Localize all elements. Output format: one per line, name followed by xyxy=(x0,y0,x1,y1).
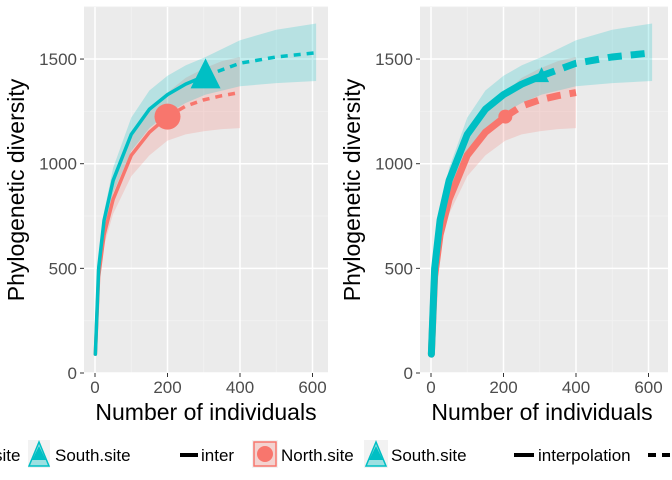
legend-item-extrapolation-cropped: - xyxy=(648,446,672,465)
y-tick-label: 500 xyxy=(385,259,413,278)
x-tick-label: 600 xyxy=(634,378,662,397)
axes: 0 200 400 600 0 500 1000 1500 xyxy=(375,50,663,397)
data-layer xyxy=(427,23,653,358)
observed-point-north-site xyxy=(154,103,181,130)
triangle-marker-icon xyxy=(32,446,46,460)
legend-label-clip: inter xyxy=(201,446,234,465)
y-tick-label: 500 xyxy=(49,259,77,278)
data-layer xyxy=(93,23,317,356)
grid xyxy=(84,6,328,374)
series-line-extrapolation-north-site xyxy=(166,90,241,119)
x-axis-title: Number of individuals xyxy=(95,399,316,425)
legend-item-south-site: South.site xyxy=(364,440,467,468)
circle-marker-icon xyxy=(257,446,273,462)
y-tick-label: 0 xyxy=(404,364,413,383)
y-tick-label: 1500 xyxy=(375,50,413,69)
series-line-extrapolation-north-site xyxy=(503,89,577,120)
x-tick-label: 200 xyxy=(153,378,181,397)
legend-item-interpolation: interpolation xyxy=(514,446,631,465)
series-line-interpolation-south-site xyxy=(427,72,546,358)
x-tick-label: 200 xyxy=(489,378,517,397)
legend-item-north-site: North.site xyxy=(252,440,354,468)
legend: site South.site inter North.site South.s… xyxy=(0,440,672,468)
y-tick-label: 1500 xyxy=(39,50,77,69)
axes: 0 200 400 600 0 500 1000 1500 xyxy=(39,50,327,397)
observed-point-south-site xyxy=(190,58,221,89)
triangle-marker-icon xyxy=(369,446,383,460)
ci-band-interpolation-south-site xyxy=(431,56,542,356)
chart-right: 0 200 400 600 0 500 1000 1500 Number of individ… xyxy=(339,6,668,425)
legend-label: South.site xyxy=(55,446,131,465)
legend-label-site: site xyxy=(0,446,20,465)
x-tick-label: 400 xyxy=(562,378,590,397)
legend-label: South.site xyxy=(391,446,467,465)
x-tick-label: 400 xyxy=(226,378,254,397)
panel-background xyxy=(420,7,668,373)
observed-point-south-site xyxy=(534,67,550,83)
chart-left: 0 200 400 600 0 500 1000 1500 Number of individ… xyxy=(3,6,328,425)
x-tick-label: 600 xyxy=(298,378,326,397)
x-axis-title: Number of individuals xyxy=(431,399,652,425)
grid xyxy=(420,6,668,374)
legend-label: interpolation xyxy=(538,446,631,465)
ci-band-extrapolation-north-site xyxy=(505,56,576,141)
x-tick-label: 0 xyxy=(90,378,99,397)
legend-label: - xyxy=(668,446,672,465)
observed-point-north-site xyxy=(498,109,513,124)
legend-label: North.site xyxy=(281,446,354,465)
series-line-extrapolation-south-site xyxy=(204,51,317,78)
y-axis-title: Phylogenetic diversity xyxy=(3,78,29,301)
legend-item-south-site: South.site xyxy=(27,440,131,468)
series-line-extrapolation-south-site xyxy=(540,49,653,80)
y-tick-label: 0 xyxy=(68,364,77,383)
series-line-interpolation-south-site xyxy=(93,74,208,356)
y-axis-title: Phylogenetic diversity xyxy=(339,78,365,301)
y-tick-label: 1000 xyxy=(39,155,77,174)
y-tick-label: 1000 xyxy=(375,155,413,174)
legend-label: inter xyxy=(201,446,234,465)
x-tick-label: 0 xyxy=(426,378,435,397)
legend-item-interpolation-cropped: inter xyxy=(180,446,234,465)
